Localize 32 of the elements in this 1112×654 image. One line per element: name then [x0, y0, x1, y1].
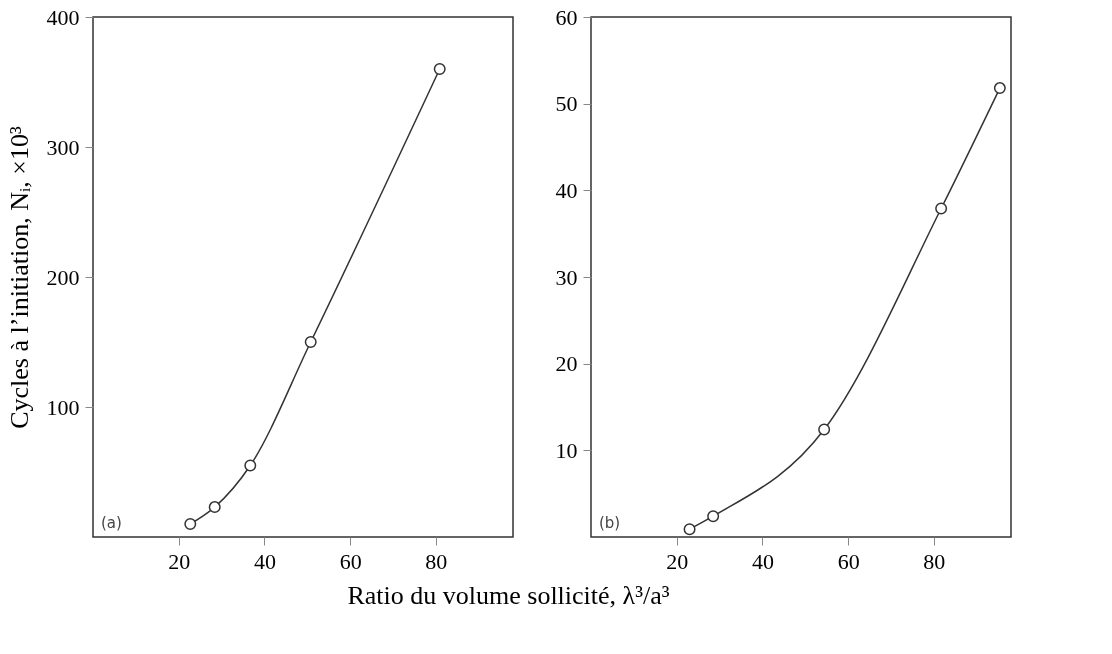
y-axis-title: Cycles à l’initiation, Nᵢ, ×10³	[4, 126, 34, 429]
point	[433, 63, 446, 75]
annotation: (b)	[599, 514, 621, 532]
point	[184, 518, 197, 530]
point	[244, 459, 257, 472]
point	[304, 336, 317, 348]
y-tick-label: 50	[555, 91, 578, 117]
y-tick-label: 200	[46, 264, 80, 290]
point	[707, 510, 720, 523]
point	[935, 202, 948, 215]
x-tick-label: 40	[253, 548, 276, 574]
point	[993, 82, 1006, 95]
x-tick-label: 40	[751, 548, 774, 574]
point	[683, 523, 696, 536]
x-tick-label: 60	[837, 548, 860, 574]
y-tick-label: 100	[46, 394, 80, 420]
x-tick-label: 20	[666, 548, 689, 574]
x-tick-label: 60	[339, 548, 362, 574]
annotation: (a)	[101, 514, 122, 532]
y-tick-label: 20	[555, 351, 578, 377]
y-tick-label: 300	[46, 134, 80, 160]
x-axis-title: Ratio du volume sollicité, λ³/a³	[347, 580, 670, 610]
y-tick-label: 40	[555, 177, 578, 203]
y-tick-label: 30	[555, 264, 578, 290]
point	[818, 423, 831, 436]
y-tick-label: 10	[555, 437, 578, 463]
x-tick-label: 80	[425, 548, 448, 574]
y-tick-label: 400	[46, 4, 80, 30]
y-tick-label: 60	[555, 4, 578, 30]
point	[208, 501, 221, 514]
x-tick-label: 80	[923, 548, 946, 574]
x-tick-label: 20	[168, 548, 191, 574]
